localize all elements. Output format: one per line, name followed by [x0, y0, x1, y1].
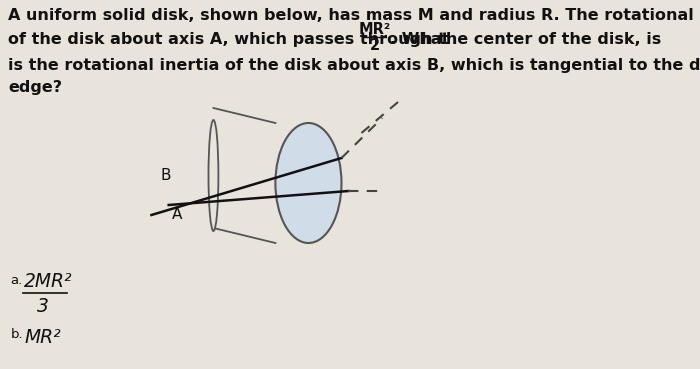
Text: . What: . What [391, 32, 450, 47]
Text: 3: 3 [36, 297, 48, 316]
Text: 2MR²: 2MR² [24, 272, 73, 291]
Text: MR²: MR² [24, 328, 61, 347]
Ellipse shape [275, 123, 342, 243]
Text: b.: b. [10, 328, 23, 341]
Text: A uniform solid disk, shown below, has mass M and radius R. The rotational inert: A uniform solid disk, shown below, has m… [8, 8, 700, 23]
Text: edge?: edge? [8, 80, 62, 95]
Text: 2: 2 [370, 38, 380, 53]
Text: a.: a. [10, 274, 22, 287]
Text: of the disk about axis A, which passes through the center of the disk, is: of the disk about axis A, which passes t… [8, 32, 661, 47]
Ellipse shape [209, 120, 218, 231]
Text: B: B [160, 168, 171, 183]
Text: MR²: MR² [359, 22, 391, 37]
Text: is the rotational inertia of the disk about axis B, which is tangential to the d: is the rotational inertia of the disk ab… [8, 58, 700, 73]
Text: A: A [172, 207, 183, 222]
